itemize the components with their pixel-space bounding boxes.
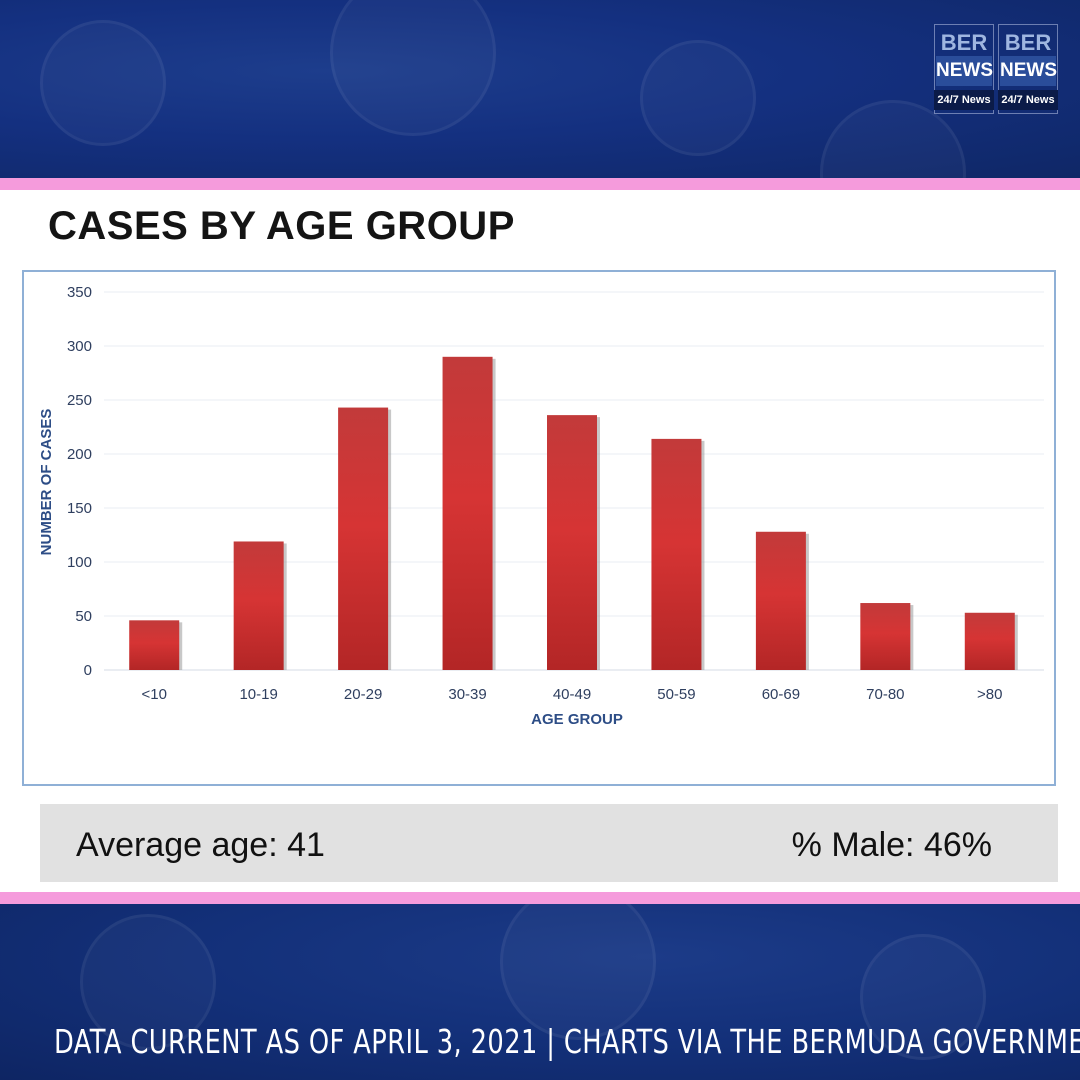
pink-divider-bottom <box>0 892 1080 904</box>
bar-70-80 <box>860 603 911 670</box>
logo-news-text: NEWS <box>1000 56 1057 86</box>
chart-frame: 0 50 100 150 200 250 300 350 <10 10-19 20-29 30-39… <box>22 270 1056 786</box>
bar-20-29 <box>338 407 389 670</box>
y-tick-label: 350 <box>67 284 92 301</box>
bar->80 <box>964 612 1015 670</box>
x-tick-label: 50-59 <box>657 686 695 703</box>
bernews-logo: BER NEWS 24/7 News BER NEWS 24/7 News <box>934 24 1058 114</box>
pink-divider-top <box>0 178 1080 190</box>
logo-ber-text: BER <box>1004 30 1052 55</box>
x-tick-label: 60-69 <box>762 686 800 703</box>
bar-chart: 0 50 100 150 200 250 300 350 <10 10-19 20-29 30-39… <box>38 284 1044 728</box>
average-age-text: Average age: 41 <box>76 826 325 864</box>
x-tick-label: 40-49 <box>553 686 591 703</box>
x-tick-label: >80 <box>977 686 1002 703</box>
y-tick-label: 300 <box>67 338 92 355</box>
bar-10-19 <box>233 541 284 670</box>
x-tick-label: 70-80 <box>866 686 904 703</box>
virus-pattern <box>500 904 656 1040</box>
virus-pattern <box>80 914 216 1050</box>
x-tick-label: <10 <box>141 686 166 703</box>
bar-30-39 <box>442 356 493 670</box>
y-tick-label: 50 <box>75 608 92 625</box>
x-axis-label: AGE GROUP <box>531 711 623 728</box>
logo-tagline: 24/7 News <box>934 90 994 110</box>
stats-bar: Average age: 41 % Male: 46% <box>40 804 1058 882</box>
virus-pattern <box>640 40 756 156</box>
logo-tagline: 24/7 News <box>998 90 1058 110</box>
bar-<10 <box>129 620 180 670</box>
y-tick-label: 250 <box>67 392 92 409</box>
footer-caption: DATA CURRENT AS OF APRIL 3, 2021 | CHART… <box>54 1022 1080 1061</box>
x-tick-label: 20-29 <box>344 686 382 703</box>
y-axis-label: NUMBER OF CASES <box>38 409 55 556</box>
virus-pattern <box>330 0 496 136</box>
y-tick-label: 100 <box>67 554 92 571</box>
virus-pattern <box>40 20 166 146</box>
logo-ber-text: BER <box>940 30 988 55</box>
virus-pattern <box>860 934 986 1060</box>
logo-news-text: NEWS <box>936 56 993 86</box>
bar-50-59 <box>651 438 702 670</box>
x-tick-label: 30-39 <box>448 686 486 703</box>
y-tick-label: 0 <box>84 662 92 679</box>
header-background <box>0 0 1080 178</box>
bar-60-69 <box>755 531 806 670</box>
bar-40-49 <box>547 415 597 670</box>
chart-title: CASES BY AGE GROUP <box>48 204 515 248</box>
x-tick-label: 10-19 <box>239 686 277 703</box>
y-tick-label: 200 <box>67 446 92 463</box>
y-tick-label: 150 <box>67 500 92 517</box>
footer-background <box>0 904 1080 1080</box>
percent-male-text: % Male: 46% <box>791 826 992 864</box>
